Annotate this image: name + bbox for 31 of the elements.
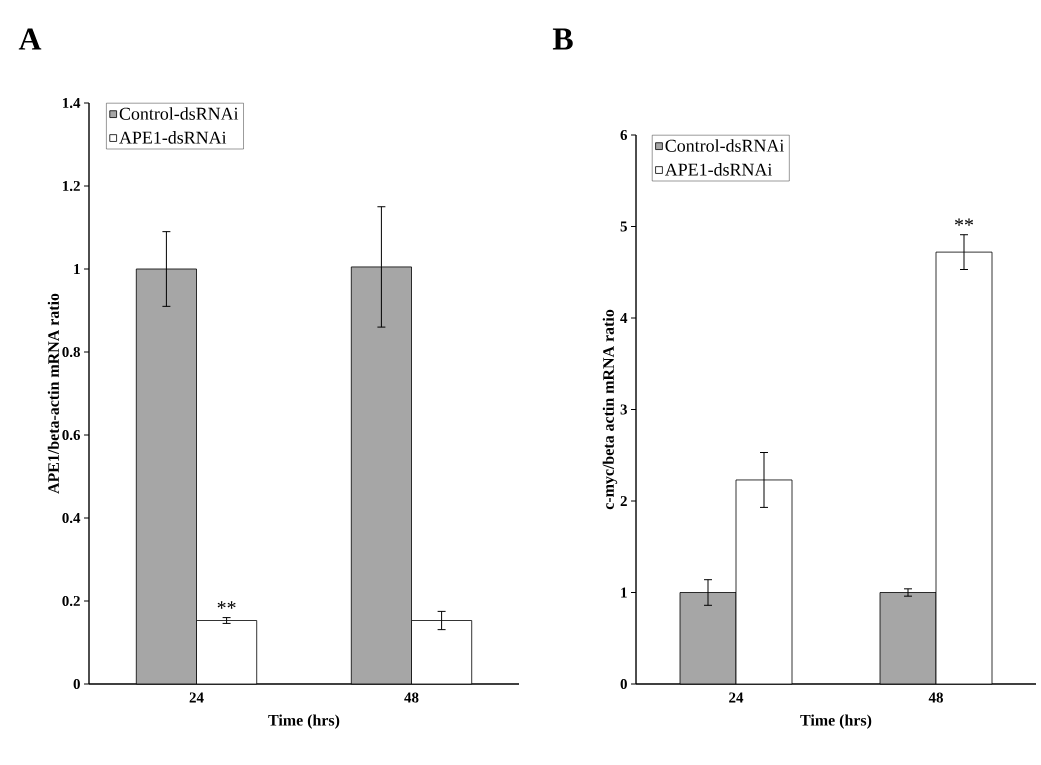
y-tick-label: 3 bbox=[620, 404, 627, 415]
y-tick-label: 1 bbox=[621, 587, 627, 598]
chart-title: B bbox=[552, 28, 573, 50]
y-tick-label: 1 bbox=[74, 264, 80, 274]
y-axis-title: c-myc/beta actin mRNA ratio bbox=[602, 309, 618, 510]
legend-label: Control-dsRNAi bbox=[119, 107, 239, 120]
x-axis-title: Time (hrs) bbox=[800, 714, 872, 729]
y-tick-label: 0.2 bbox=[62, 595, 80, 607]
y-tick-label: 6 bbox=[620, 129, 628, 141]
y-tick-label: 1.2 bbox=[63, 180, 80, 192]
y-tick-label: 2 bbox=[620, 496, 627, 506]
y-tick-label: 0.8 bbox=[62, 346, 80, 358]
annotation: ** bbox=[217, 601, 236, 609]
x-tick-label: 48 bbox=[404, 692, 419, 703]
legend-label: Control-dsRNAi bbox=[665, 139, 784, 152]
y-axis-title: APE1/beta-actin mRNA ratio bbox=[47, 293, 59, 494]
x-tick-label: 24 bbox=[729, 692, 744, 703]
x-axis-title: Time (hrs) bbox=[268, 714, 340, 729]
legend-label: APE1-dsRNAi bbox=[119, 131, 227, 144]
y-tick-label: 4 bbox=[620, 313, 628, 323]
x-tick-label: 48 bbox=[928, 692, 943, 703]
y-tick-label: 0.6 bbox=[62, 429, 81, 441]
y-tick-label: 5 bbox=[620, 221, 627, 232]
y-tick-label: 1.4 bbox=[63, 97, 81, 109]
chart-title: A bbox=[18, 28, 42, 50]
x-tick-label: 24 bbox=[189, 692, 204, 703]
annotation: ** bbox=[955, 218, 974, 226]
y-tick-label: 0 bbox=[73, 678, 80, 690]
legend-label: APE1-dsRNAi bbox=[664, 163, 773, 176]
y-tick-label: 0 bbox=[620, 678, 627, 690]
y-tick-label: 0.4 bbox=[62, 512, 81, 524]
